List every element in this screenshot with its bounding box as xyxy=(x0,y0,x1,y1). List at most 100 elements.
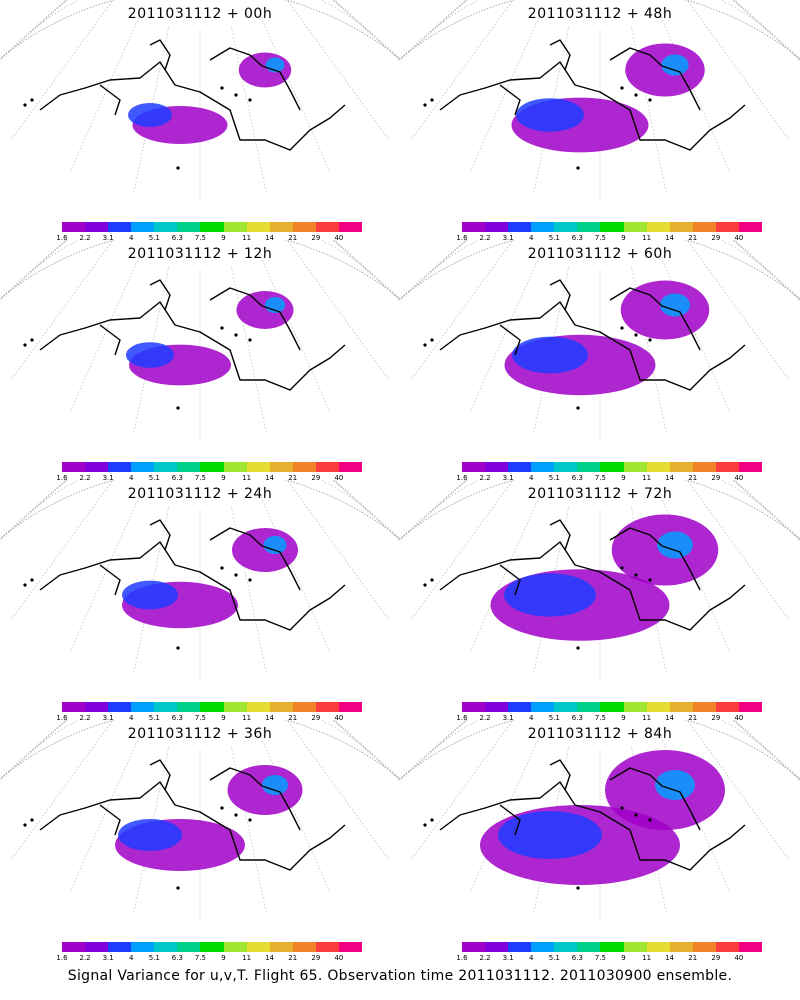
meridian-line xyxy=(687,481,789,620)
colorbar-segment xyxy=(131,942,155,952)
island xyxy=(576,166,580,170)
colorbar-segment xyxy=(462,942,486,952)
colorbar-segment xyxy=(177,702,201,712)
variance-contour xyxy=(263,536,287,554)
colorbar-label: 29 xyxy=(711,714,721,722)
island xyxy=(23,823,27,827)
colorbar-label: 7.5 xyxy=(194,954,207,962)
meridian-line xyxy=(287,241,389,380)
map-panel: 2011031112 + 00h 1.6 2.2 3.1 4 5.1 6.3 7.5 9 11 14… xyxy=(0,0,400,242)
colorbar-label: 4 xyxy=(128,474,134,482)
colorbar-segment xyxy=(508,942,532,952)
colorbar-segment xyxy=(246,702,271,712)
meridian-line xyxy=(260,16,331,173)
colorbar-segment xyxy=(200,702,225,712)
meridian-line xyxy=(11,481,113,620)
colorbar-label: 4 xyxy=(528,714,534,722)
map-panel: 2011031112 + 12h 1.6 2.2 3.1 4 5.1 6.3 7.5 9 11 14… xyxy=(0,240,400,482)
map-panel: 2011031112 + 24h 1.6 2.2 3.1 4 5.1 6.3 7.5 9 11 14… xyxy=(0,480,400,722)
colorbar-segment xyxy=(738,462,763,472)
map-boundary xyxy=(0,720,400,781)
coastline xyxy=(439,39,746,151)
island xyxy=(430,98,434,102)
colorbar-segment xyxy=(462,462,486,472)
island xyxy=(176,406,180,410)
colorbar-label: 40 xyxy=(734,954,744,962)
variance-contour xyxy=(516,98,584,132)
coastline xyxy=(39,519,346,631)
colorbar-label: 4 xyxy=(528,234,534,242)
colorbar-label: 9 xyxy=(221,714,226,722)
colorbar-label: 7.5 xyxy=(194,234,207,242)
colorbar-label: 9 xyxy=(221,474,226,482)
colorbar-label: 4 xyxy=(128,714,134,722)
colorbar-segment xyxy=(462,702,486,712)
colorbar-label: 21 xyxy=(288,954,298,962)
island xyxy=(220,326,224,330)
colorbar-segment xyxy=(600,942,625,952)
latitude-line xyxy=(28,240,372,275)
colorbar-segment xyxy=(131,222,155,232)
colorbar-segment xyxy=(623,942,648,952)
colorbar-label: 5.1 xyxy=(548,234,560,242)
colorbar-segment xyxy=(738,702,763,712)
colorbar-label: 40 xyxy=(734,714,744,722)
colorbar-segment xyxy=(623,462,648,472)
colorbar-label: 2.2 xyxy=(79,954,91,962)
map-panel: 2011031112 + 36h 1.6 2.2 3.1 4 5.1 6.3 7.5 9 11 14… xyxy=(0,720,400,962)
colorbar-segment xyxy=(531,702,555,712)
colorbar-segment xyxy=(85,222,109,232)
island xyxy=(30,338,34,342)
colorbar-label: 1.6 xyxy=(456,234,468,242)
variance-contour xyxy=(512,336,588,374)
meridian-line xyxy=(687,241,789,380)
colorbar-label: 3.1 xyxy=(502,234,514,242)
colorbar-segment xyxy=(292,462,317,472)
colorbar-segment xyxy=(154,462,178,472)
colorbar-segment xyxy=(338,462,363,472)
colorbar-label: 1.6 xyxy=(456,474,468,482)
coastline xyxy=(439,759,746,871)
colorbar-label: 29 xyxy=(711,234,721,242)
panel-title: 2011031112 + 60h xyxy=(527,246,673,262)
meridian-line xyxy=(469,496,540,653)
latitude-line xyxy=(0,720,400,781)
meridian-line xyxy=(69,736,140,893)
island xyxy=(648,818,652,822)
colorbar-segment xyxy=(246,942,271,952)
island xyxy=(620,566,624,570)
colorbar-label: 11 xyxy=(242,954,252,962)
colorbar-label: 6.3 xyxy=(171,714,183,722)
colorbar-segment xyxy=(62,462,86,472)
colorbar-segment xyxy=(154,222,178,232)
variance-contour xyxy=(655,770,695,800)
meridian-line xyxy=(660,16,731,173)
panel-title: 2011031112 + 24h xyxy=(127,486,273,502)
colorbar-label: 2.2 xyxy=(479,954,491,962)
colorbar-label: 9 xyxy=(221,954,226,962)
colorbar-segment xyxy=(85,702,109,712)
island xyxy=(423,583,427,587)
island xyxy=(234,93,238,97)
colorbar-segment xyxy=(269,702,294,712)
variance-contour xyxy=(126,342,174,368)
colorbar-label: 5.1 xyxy=(548,954,560,962)
colorbar-label: 5.1 xyxy=(148,714,160,722)
map-boundary xyxy=(0,0,400,61)
colorbar-segment xyxy=(108,702,132,712)
colorbar: 1.6 2.2 3.1 4 5.1 6.3 7.5 9 11 14 21 29 40 xyxy=(456,702,763,722)
colorbar-segment xyxy=(531,942,555,952)
colorbar-segment xyxy=(223,222,248,232)
polar-map xyxy=(400,240,800,440)
latitude-line xyxy=(428,240,772,275)
colorbar: 1.6 2.2 3.1 4 5.1 6.3 7.5 9 11 14 21 29 40 xyxy=(56,222,363,242)
colorbar-segment xyxy=(600,222,625,232)
colorbar-segment xyxy=(646,942,671,952)
colorbar-segment xyxy=(646,702,671,712)
colorbar-label: 21 xyxy=(688,474,698,482)
colorbar: 1.6 2.2 3.1 4 5.1 6.3 7.5 9 11 14 21 29 40 xyxy=(56,702,363,722)
island xyxy=(248,98,252,102)
colorbar-label: 21 xyxy=(288,474,298,482)
colorbar-label: 40 xyxy=(334,234,344,242)
colorbar-label: 7.5 xyxy=(194,474,207,482)
